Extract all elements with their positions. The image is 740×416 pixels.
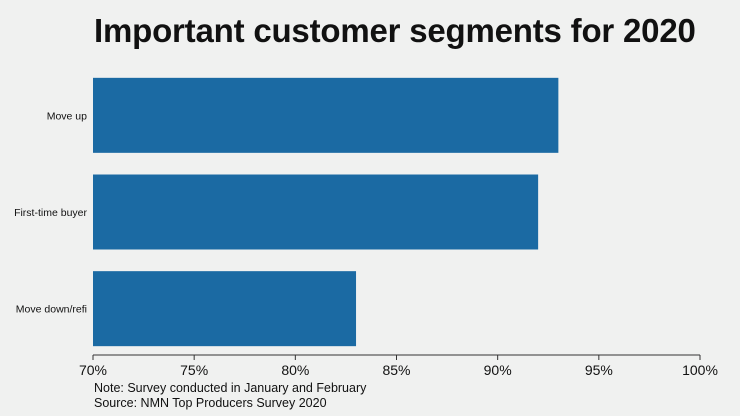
x-tick-label: 80% (281, 362, 309, 378)
x-tick-label: 100% (682, 362, 718, 378)
chart-title: Important customer segments for 2020 (94, 12, 696, 49)
x-tick-label: 90% (484, 362, 512, 378)
category-label: Move up (47, 110, 87, 122)
bar-move-down-refi (93, 271, 357, 347)
x-tick-label: 95% (585, 362, 613, 378)
x-tick-label: 85% (382, 362, 410, 378)
bar-move-up (93, 77, 559, 153)
category-label: First-time buyer (14, 207, 87, 219)
x-tick-label: 75% (180, 362, 208, 378)
source-text: Source: NMN Top Producers Survey 2020 (94, 396, 327, 410)
bar-first-time-buyer (93, 174, 539, 250)
category-label: Move down/refi (16, 304, 87, 316)
x-tick-label: 70% (79, 362, 107, 378)
chart-footnote: Note: Survey conducted in January and Fe… (94, 381, 366, 411)
note-text: Note: Survey conducted in January and Fe… (94, 381, 367, 395)
